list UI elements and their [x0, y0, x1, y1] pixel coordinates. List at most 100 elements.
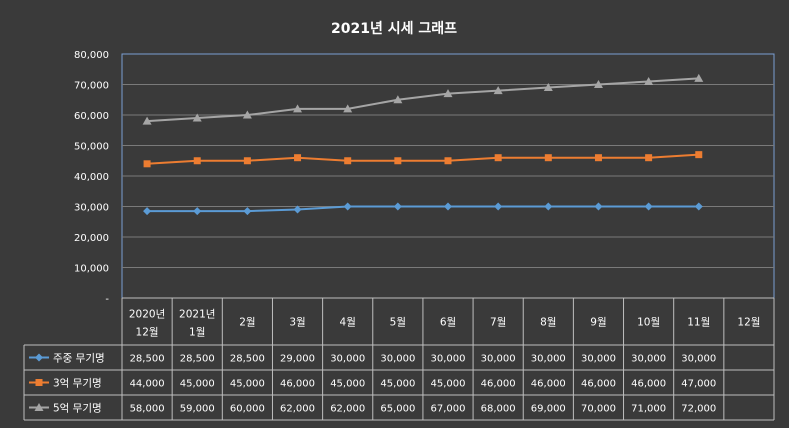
data-table-value: 30,000: [330, 354, 365, 365]
series-1: [143, 202, 703, 216]
data-point: [143, 160, 151, 168]
data-table-value: 46,000: [280, 379, 315, 390]
data-table-value: 46,000: [581, 379, 616, 390]
data-point: [293, 104, 303, 113]
data-table-value: 30,000: [531, 354, 566, 365]
data-point: [193, 207, 202, 216]
x-category-label: 5월: [390, 317, 406, 329]
data-table-value: 30,000: [681, 354, 716, 365]
x-category-label: 7월: [490, 317, 506, 329]
data-point: [593, 80, 603, 88]
data-point: [494, 202, 503, 211]
data-table-value: 45,000: [230, 379, 265, 390]
data-table-value: 46,000: [481, 379, 516, 390]
data-table-value: 45,000: [431, 379, 466, 390]
data-point: [694, 202, 703, 211]
gridlines: [121, 53, 775, 299]
data-table-value: 46,000: [531, 379, 566, 390]
data-table-value: 62,000: [330, 404, 365, 415]
data-table-value: 60,000: [230, 404, 265, 415]
data-point: [544, 154, 552, 162]
data-point: [142, 116, 152, 125]
data-point: [694, 73, 704, 82]
data-table-value: 72,000: [681, 404, 716, 415]
data-point: [695, 151, 703, 159]
data-point: [644, 202, 653, 211]
x-category-label: 4월: [340, 317, 356, 329]
data-point: [344, 157, 352, 165]
data-table-value: 29,000: [280, 354, 315, 365]
x-category-label: 2021년: [179, 309, 215, 321]
data-point: [343, 202, 352, 211]
x-category-label: 11월: [687, 317, 710, 329]
data-point: [444, 202, 452, 211]
data-table-value: 28,500: [180, 354, 215, 365]
data-point: [192, 113, 202, 122]
series-lines: [142, 73, 704, 216]
data-point: [644, 76, 654, 85]
x-category-label: 2월: [239, 317, 255, 329]
data-table-value: 30,000: [431, 354, 466, 365]
data-point: [645, 154, 653, 162]
data-point: [293, 205, 302, 214]
x-category-label: 8월: [540, 317, 556, 329]
data-table-value: 45,000: [380, 379, 415, 390]
legend-key-marker: [35, 379, 43, 386]
series-3: [142, 73, 704, 125]
data-point: [444, 157, 452, 165]
data-table-value: 47,000: [681, 379, 716, 390]
y-tick-label: 20,000: [74, 233, 109, 244]
data-table-value: 71,000: [631, 404, 666, 415]
data-table-value: 68,000: [481, 404, 516, 415]
data-table-value: 58,000: [130, 404, 165, 415]
data-table: 2020년 12월 2021년 1월 2월 3월 4월 5월 6월 7월 8월 9월 10월 11월 12월…: [23, 297, 775, 421]
data-table-value: 28,500: [230, 354, 265, 365]
data-table-value: 30,000: [380, 354, 415, 365]
data-point: [294, 154, 302, 162]
data-table-value: 67,000: [431, 404, 466, 415]
y-tick-label: 40,000: [74, 172, 109, 183]
y-tick-label: 10,000: [74, 264, 109, 275]
data-point: [594, 154, 602, 162]
y-axis: - 10,000 20,000 30,000 40,000 50,000 60,000 70,…: [74, 50, 109, 305]
data-table-value: 70,000: [581, 404, 616, 415]
data-table-value: 62,000: [280, 404, 315, 415]
data-point: [143, 207, 152, 216]
series-name: 5억 무기명: [53, 403, 102, 415]
data-point: [393, 202, 402, 211]
y-tick-label: -: [105, 294, 109, 305]
data-table-value: 30,000: [481, 354, 516, 365]
data-table-value: 69,000: [531, 404, 566, 415]
x-category-label: 6월: [440, 317, 456, 329]
x-category-label: 2020년: [129, 309, 165, 321]
y-tick-label: 30,000: [74, 203, 109, 214]
data-point: [243, 207, 252, 216]
data-point: [494, 154, 502, 162]
data-point: [343, 104, 353, 113]
y-tick-label: 50,000: [74, 142, 109, 153]
data-table-value: 65,000: [380, 404, 415, 415]
chart-title: 2021년 시세 그래프: [331, 21, 457, 37]
series-name: 주중 무기명: [53, 353, 105, 365]
x-category-label: 9월: [590, 317, 606, 329]
series-name: 3억 무기명: [53, 378, 102, 390]
data-point: [243, 157, 251, 165]
data-table-value: 45,000: [180, 379, 215, 390]
data-table-value: 28,500: [130, 354, 165, 365]
series-line: [147, 77, 699, 123]
legend-key-marker: [35, 353, 43, 362]
data-point: [594, 202, 603, 211]
data-table-value: 46,000: [631, 379, 666, 390]
data-point: [543, 83, 553, 92]
data-point: [493, 86, 503, 95]
data-point: [393, 95, 403, 104]
data-point: [242, 110, 252, 119]
data-table-value: 30,000: [581, 354, 616, 365]
data-point: [193, 157, 201, 165]
x-category-label: 10월: [637, 317, 660, 329]
y-tick-label: 60,000: [74, 111, 109, 122]
series-line: [147, 205, 699, 213]
x-category-label: 3월: [289, 317, 305, 329]
